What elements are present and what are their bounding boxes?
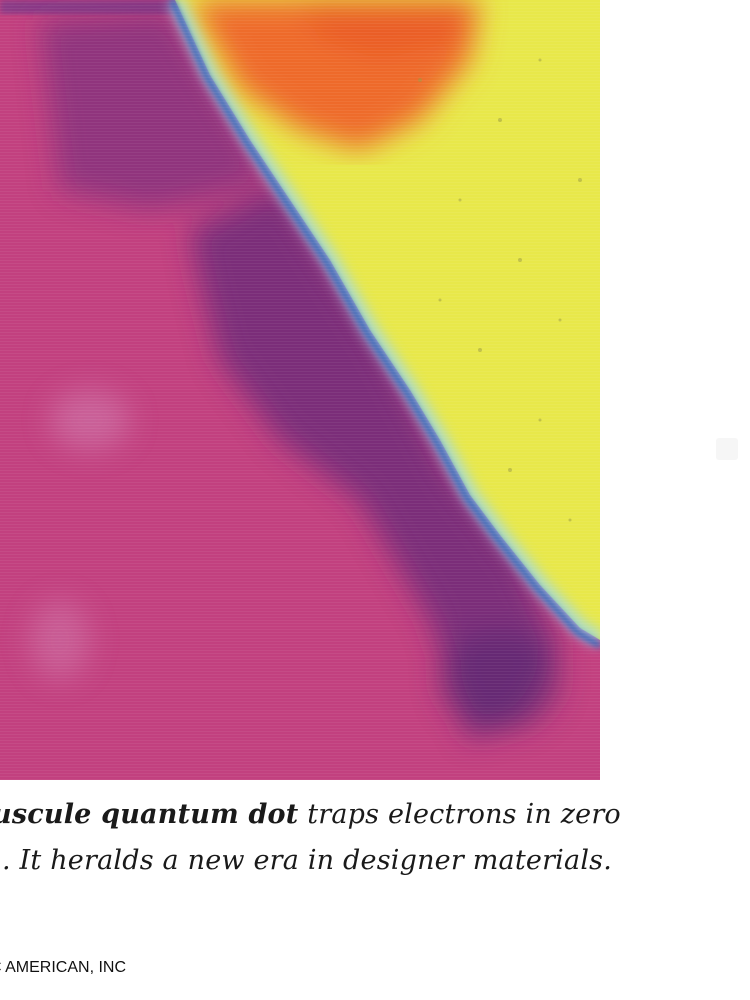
- caption-line-2: . It heralds a new era in designer mater…: [0, 838, 612, 884]
- caption-line-1: uscule quantum dot traps electrons in ze…: [0, 792, 612, 838]
- figure-caption: uscule quantum dot traps electrons in ze…: [0, 792, 612, 884]
- caption-line-1-rest: traps electrons in zero: [298, 799, 621, 830]
- photo-credit: C AMERICAN, INC: [0, 959, 126, 977]
- caption-bold-term: uscule quantum dot: [0, 799, 298, 830]
- page-smudge: [716, 438, 738, 460]
- quantum-dot-micrograph: [0, 0, 600, 780]
